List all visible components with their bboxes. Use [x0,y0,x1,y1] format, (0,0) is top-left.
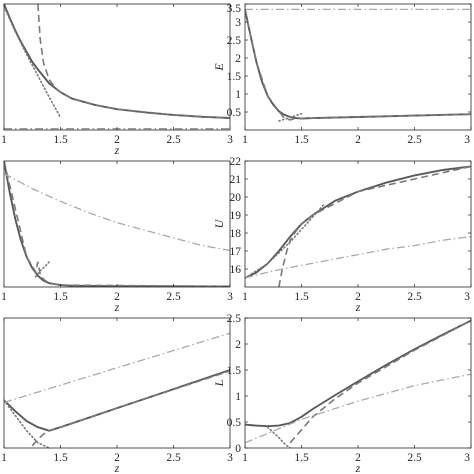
y-tick-label: 1.5 [227,365,242,377]
x-tick-label: 1.5 [53,291,68,303]
y-tick-label: 2 [235,339,241,351]
y-axis-label: E [212,63,226,72]
x-tick-label: 2 [355,134,361,146]
y-tick-label: 3.5 [227,3,242,15]
y-tick-label: 0.5 [227,107,242,119]
axes-frame [244,160,472,288]
series-dashed-line [37,4,230,119]
y-tick-label: 20 [230,192,242,204]
x-tick-label: 1.5 [53,134,68,146]
series-dashdot-line [245,235,471,279]
x-tick-label: 2.5 [166,452,181,464]
curves [245,8,471,122]
y-tick-label: 1 [235,391,241,403]
series-solid-line [245,319,471,428]
y-tick-label: 3 [235,17,241,29]
panel-bottom-right: 1 1.5 2 2.5 300.511.522.5zL [212,313,472,474]
y-tick-label: 21 [230,174,242,186]
x-tick-label: 1.5 [294,134,309,146]
x-axis-label: z [114,300,120,314]
series-dashdot-line [245,373,471,444]
x-tick-label: 2 [355,452,361,464]
x-tick-label: 2.5 [166,134,181,146]
x-tick-label: 2 [114,452,120,464]
x-tick-label: 1 [242,452,248,464]
y-axis-label: L [212,379,226,387]
curves [4,4,230,130]
x-tick-label: 3 [227,134,233,146]
series-dashed-line [289,319,471,444]
x-tick-label: 3 [464,291,470,303]
axes-frame [3,160,231,288]
axes-frame [3,317,231,449]
x-tick-label: 1.5 [53,452,68,464]
x-tick-label: 2.5 [407,291,422,303]
axes-frame [3,3,231,131]
y-tick-label: 1.5 [227,71,242,83]
curves [4,332,230,448]
x-tick-label: 1 [1,452,7,464]
x-axis-label: z [355,300,361,314]
series-dashed-line [4,161,230,287]
x-tick-label: 2 [355,291,361,303]
series-dotted-line [4,5,62,119]
x-tick-label: 1 [242,134,248,146]
x-axis-label: z [355,461,361,474]
y-tick-label: 0 [235,443,241,455]
series-dashed-line [31,370,230,447]
series-dashed-line [245,9,471,121]
panel-middle-left: 1 1.5 2 2.5 3 z [1,160,233,314]
series-dashdot-line [4,332,230,404]
x-tick-label: 3 [227,452,233,464]
series-solid-line [4,161,230,287]
series-dotted-line [4,399,50,448]
series-solid-line [245,9,471,120]
y-tick-label: 16 [230,264,242,276]
y-tick-label: 1 [235,89,241,101]
y-tick-label: 2 [235,53,241,65]
x-tick-label: 1 [1,134,7,146]
x-tick-label: 1.5 [294,291,309,303]
x-tick-label: 1 [242,291,248,303]
x-tick-label: 2 [114,134,120,146]
curves [4,161,230,287]
series-dotted-line [34,261,50,278]
x-tick-label: 2.5 [407,134,422,146]
y-tick-label: 19 [230,210,242,222]
x-tick-label: 3 [464,134,470,146]
x-tick-label: 3 [227,291,233,303]
series-solid-line [4,4,230,119]
y-tick-label: 17 [230,246,242,258]
x-tick-label: 1 [1,291,7,303]
series-dotted-line [278,113,303,122]
x-tick-label: 2.5 [166,291,181,303]
y-tick-label: 18 [230,228,242,240]
series-dotted-line [266,426,291,448]
x-axis-label: z [114,143,120,157]
curves [245,319,471,448]
x-tick-label: 2.5 [407,452,422,464]
series-dashed-line [278,165,471,287]
panel-bottom-left: 1 1.5 2 2.5 3 z [1,317,233,474]
curves [245,165,471,287]
panel-top-right: 1 1.5 2 2.5 3 0.5 1 1.5 2 2.5 3 3.5 E [212,3,472,146]
x-tick-label: 2 [114,291,120,303]
series-solid-line [4,369,230,432]
series-solid-line [245,165,471,279]
y-tick-label: 0.5 [227,417,242,429]
x-tick-label: 3 [464,452,470,464]
y-tick-label: 2.5 [227,313,242,325]
y-tick-label: 2.5 [227,35,242,47]
x-axis-label: z [114,461,120,474]
series-dashdot-line [4,173,230,252]
panel-top-left: 1 1.5 2 2.5 3 z [1,3,233,157]
series-dotted-line [245,203,325,279]
panel-middle-right: 1 1.5 2 2.5 3 16 17 18 19 20 21 22 z U [212,156,472,314]
x-tick-label: 1.5 [294,452,309,464]
y-axis-label: U [212,218,226,228]
y-tick-label: 22 [230,156,242,168]
